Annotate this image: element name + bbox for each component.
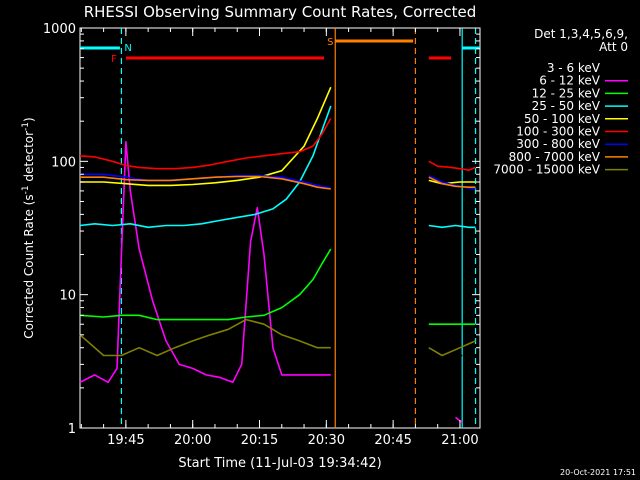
series-7-segment-2 [428, 174, 476, 190]
x-tick-label-1: 20:00 [174, 433, 211, 448]
y-tick-label-2: 100 [51, 155, 76, 170]
series-6-segment-1 [79, 118, 332, 170]
legend-label-4: 25 - 50 keV [532, 99, 601, 113]
night-flag-label: N [124, 43, 131, 54]
series-layer [79, 86, 476, 424]
x-axis-label: Start Time (11-Jul-03 19:34:42) [178, 456, 381, 471]
y-tick-label-3: 1000 [43, 22, 76, 37]
series-3-segment-1 [79, 248, 332, 321]
plot-frame [79, 27, 481, 429]
saa-flag-label: S [327, 37, 333, 48]
legend-label-6: 100 - 300 keV [516, 125, 600, 139]
y-tick-label-0: 1 [68, 422, 76, 437]
series-1-segment-1 [79, 155, 331, 349]
legend-label-2: 6 - 12 keV [539, 74, 601, 88]
legend-header-line-2: Att 0 [599, 40, 628, 54]
series-4-segment-1 [79, 105, 332, 229]
flag-bars: NF S [80, 37, 480, 65]
series-2-segment-2 [455, 416, 463, 424]
series-6-segment-2 [428, 160, 476, 171]
x-tick-label-4: 20:45 [374, 433, 411, 448]
x-tick-label-5: 21:00 [441, 433, 478, 448]
y-axis-label-sup2: -1 [21, 122, 31, 131]
series-9-segment-2 [428, 340, 476, 357]
legend-header-line-1: Det 1,3,4,5,6,9, [534, 27, 628, 41]
event-markers [120, 28, 477, 428]
series-8-segment-1 [80, 175, 331, 190]
y-axis-label-part3: ) [22, 117, 36, 122]
series-5-segment-1 [80, 86, 332, 187]
plot-area: NF S 1 10 100 1000 19:45 20:00 20:15 20:30 20:45… [43, 22, 481, 448]
x-tick-label-3: 20:30 [308, 433, 345, 448]
series-1-segment-2 [428, 294, 463, 357]
legend-label-3: 12 - 25 keV [532, 86, 601, 100]
series-8-segment-2 [428, 176, 476, 188]
x-tick-label-2: 20:15 [241, 433, 278, 448]
legend-label-9: 7000 - 15000 keV [493, 163, 600, 177]
y-axis-ticks: 1 10 100 1000 [43, 22, 480, 437]
legend-label-7: 300 - 800 keV [516, 137, 600, 151]
y-axis-label-part1: Corrected Count Rate (s [22, 194, 36, 338]
series-5-segment-2 [428, 179, 476, 185]
y-axis-label-part2: detector [22, 131, 36, 186]
x-axis-ticks: 19:45 20:00 20:15 20:30 20:45 21:00 [80, 28, 479, 448]
series-4-segment-2 [428, 224, 476, 229]
y-axis-label-sup1: -1 [21, 185, 31, 194]
legend-label-8: 800 - 7000 keV [509, 150, 601, 164]
flare-flag-label: F [111, 54, 117, 65]
legend-label-1: 3 - 6 keV [547, 61, 601, 75]
chart-title: RHESSI Observing Summary Count Rates, Co… [84, 3, 477, 21]
y-tick-label-1: 10 [59, 289, 76, 304]
legend-label-5: 50 - 100 keV [524, 112, 601, 126]
series-2-segment-1 [79, 141, 331, 384]
x-tick-label-0: 19:45 [107, 433, 144, 448]
generated-date: 20-Oct-2021 17:51 [560, 468, 636, 477]
y-axis-label: Corrected Count Rate (s-1 detector-1) [21, 117, 36, 338]
series-9-segment-1 [79, 318, 331, 357]
